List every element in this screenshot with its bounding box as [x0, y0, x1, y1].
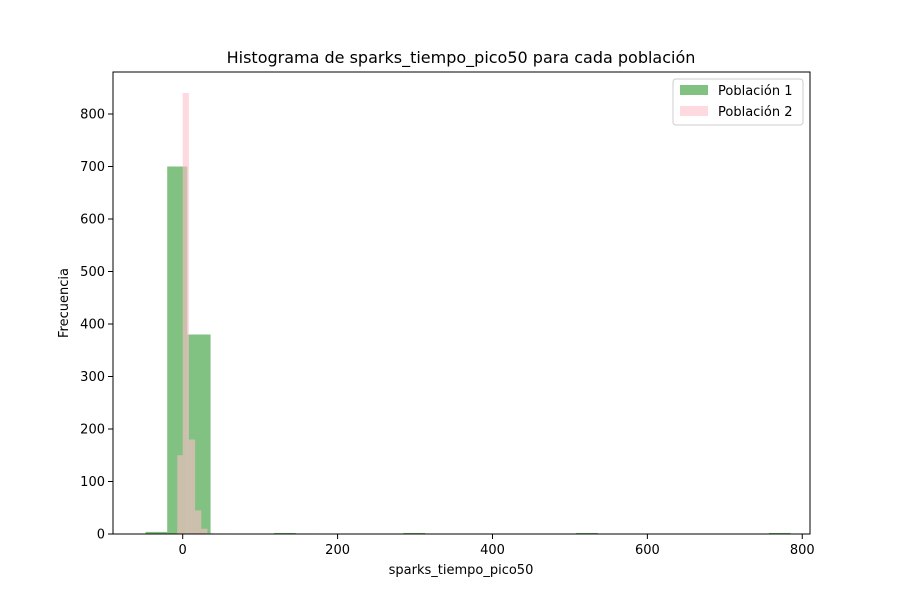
- histogram-bar: [201, 528, 208, 534]
- y-tick-label: 100: [80, 475, 105, 490]
- histogram-bar: [576, 532, 598, 534]
- histogram-bar: [768, 532, 791, 534]
- y-axis-label: Frecuencia: [57, 268, 72, 338]
- histogram-bar: [274, 532, 296, 534]
- y-tick-label: 300: [80, 370, 105, 385]
- y-tick-label: 500: [80, 265, 105, 280]
- y-tick-label: 800: [80, 108, 105, 123]
- legend-swatch-poblacion-1: [680, 85, 708, 95]
- y-tick-label: 200: [80, 423, 105, 438]
- legend-label-poblacion-1: Población 1: [718, 84, 793, 99]
- histogram-bar: [207, 532, 214, 534]
- histogram-bar: [195, 510, 202, 535]
- x-tick-label: 800: [790, 543, 815, 558]
- histogram-bar: [167, 166, 188, 534]
- x-tick-label: 200: [325, 543, 350, 558]
- x-tick-label: 0: [179, 543, 187, 558]
- y-tick-label: 400: [80, 318, 105, 333]
- series-poblacion-2-bars: [177, 93, 214, 535]
- chart-title: Histograma de sparks_tiempo_pico50 para …: [227, 48, 696, 68]
- y-tick-label: 0: [97, 528, 105, 543]
- x-tick-label: 600: [635, 543, 660, 558]
- histogram-bar: [403, 532, 426, 534]
- legend: Población 1 Población 2: [672, 78, 804, 126]
- histogram-bar: [177, 455, 183, 534]
- y-tick-label: 700: [80, 160, 105, 175]
- y-axis-ticks: 0 100 200 300 400 500 600 700 800: [80, 108, 113, 543]
- legend-swatch-poblacion-2: [680, 106, 708, 116]
- x-axis-ticks: 0 200 400 600 800: [179, 534, 815, 558]
- x-axis-label: sparks_tiempo_pico50: [389, 563, 534, 578]
- x-tick-label: 400: [480, 543, 505, 558]
- histogram-bar: [188, 439, 196, 534]
- histogram-bar: [182, 93, 189, 534]
- plot-area-frame: [112, 71, 811, 535]
- legend-label-poblacion-2: Población 2: [718, 105, 793, 120]
- y-tick-label: 600: [80, 213, 105, 228]
- histogram-bar: [145, 531, 168, 534]
